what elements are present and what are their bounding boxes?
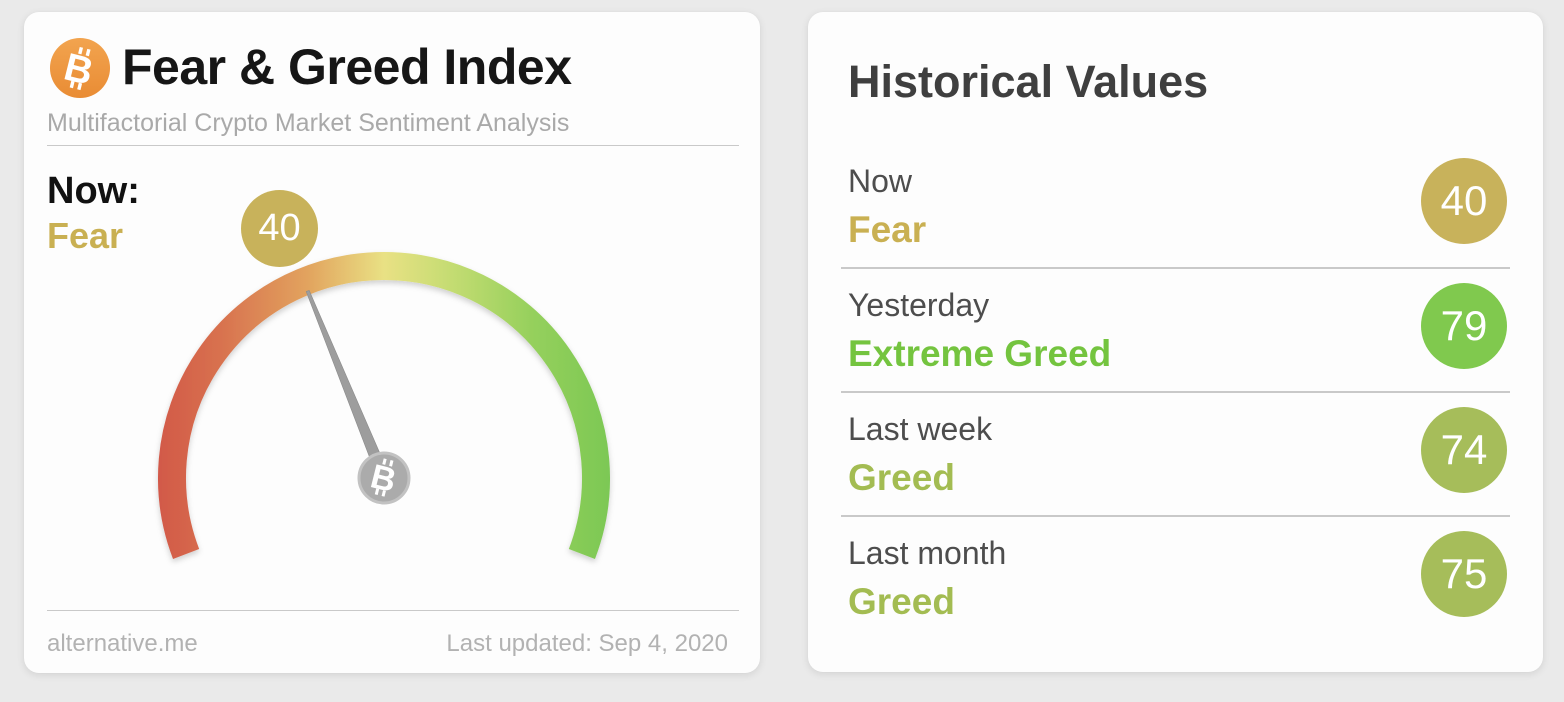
history-row-badge: 74 bbox=[1421, 407, 1507, 493]
history-row-value: 79 bbox=[1440, 302, 1488, 349]
source-link[interactable]: alternative.me bbox=[47, 630, 198, 657]
now-classification: Fear bbox=[47, 215, 124, 256]
history-row-status: Greed bbox=[848, 457, 955, 498]
history-row-status: Fear bbox=[848, 209, 927, 250]
gauge-card-title: Fear & Greed Index bbox=[122, 39, 572, 95]
history-row-value: 75 bbox=[1440, 550, 1488, 597]
sentiment-gauge: B bbox=[158, 251, 610, 559]
current-value: 40 bbox=[258, 207, 301, 249]
fear-greed-gauge-card: B Fear & Greed Index Multifactorial Cryp… bbox=[24, 12, 760, 673]
history-row-label: Now bbox=[848, 163, 913, 199]
historical-values-card: Historical Values Now Fear 40 Yesterday … bbox=[808, 12, 1543, 672]
historical-values-title: Historical Values bbox=[848, 56, 1209, 107]
history-row-badge: 79 bbox=[1421, 283, 1507, 369]
gauge-needle-hub bbox=[357, 451, 411, 505]
history-row-label: Last week bbox=[848, 411, 993, 447]
history-row-value: 74 bbox=[1440, 426, 1488, 473]
current-value-badge: 40 bbox=[241, 190, 318, 267]
history-row-label: Yesterday bbox=[848, 287, 990, 323]
divider bbox=[841, 391, 1510, 393]
history-row-value: 40 bbox=[1440, 177, 1488, 224]
history-row-badge: 40 bbox=[1421, 158, 1507, 244]
divider bbox=[841, 515, 1510, 517]
divider bbox=[47, 610, 739, 611]
last-updated-text: Last updated: Sep 4, 2020 bbox=[446, 630, 728, 657]
gauge-card-subtitle: Multifactorial Crypto Market Sentiment A… bbox=[47, 109, 570, 137]
bitcoin-logo-icon: B bbox=[49, 37, 111, 99]
now-label: Now: bbox=[47, 170, 140, 212]
gauge-arc bbox=[158, 251, 610, 559]
history-row-status: Extreme Greed bbox=[848, 333, 1112, 374]
history-row-label: Last month bbox=[848, 535, 1007, 571]
history-row-badge: 75 bbox=[1421, 531, 1507, 617]
bitcoin-logo-circle bbox=[49, 37, 111, 99]
divider bbox=[841, 267, 1510, 269]
divider bbox=[47, 145, 739, 146]
history-row-status: Greed bbox=[848, 581, 955, 622]
